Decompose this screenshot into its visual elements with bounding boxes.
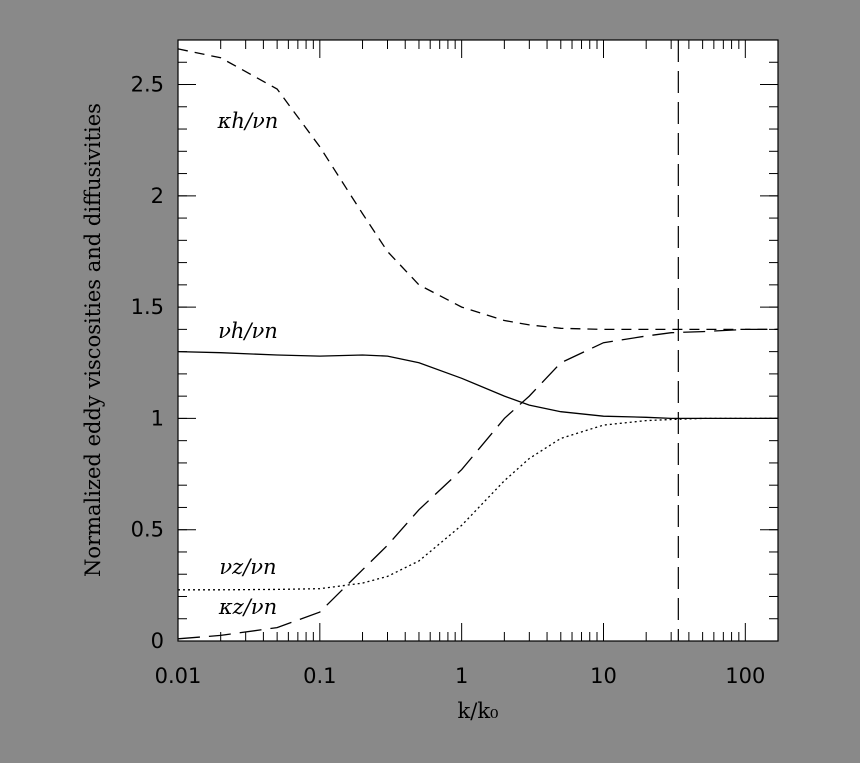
x-tick-label: 0.01: [155, 664, 202, 688]
y-tick-label: 0: [151, 629, 164, 653]
x-tick-label: 0.1: [303, 664, 336, 688]
y-tick-label: 1: [151, 406, 164, 430]
x-axis-label: k/k₀: [458, 699, 499, 723]
series-line: [177, 328, 778, 640]
series-label: κh/νn: [217, 109, 279, 133]
series-label: κz/νn: [218, 595, 277, 619]
y-tick-label: 2.5: [131, 73, 164, 97]
series-label: νh/νn: [218, 319, 278, 343]
y-tick-label: 1.5: [131, 295, 164, 319]
x-tick-label: 1: [455, 664, 468, 688]
y-axis-label: Normalized eddy viscosities and diffusiv…: [81, 103, 105, 577]
series-line: [177, 350, 778, 420]
series-label: νz/νn: [219, 555, 276, 579]
x-tick-label: 10: [590, 664, 617, 688]
series-line: [177, 48, 778, 331]
y-tick-label: 2: [151, 184, 164, 208]
y-tick-label: 0.5: [131, 518, 164, 542]
x-tick-label: 100: [725, 664, 765, 688]
